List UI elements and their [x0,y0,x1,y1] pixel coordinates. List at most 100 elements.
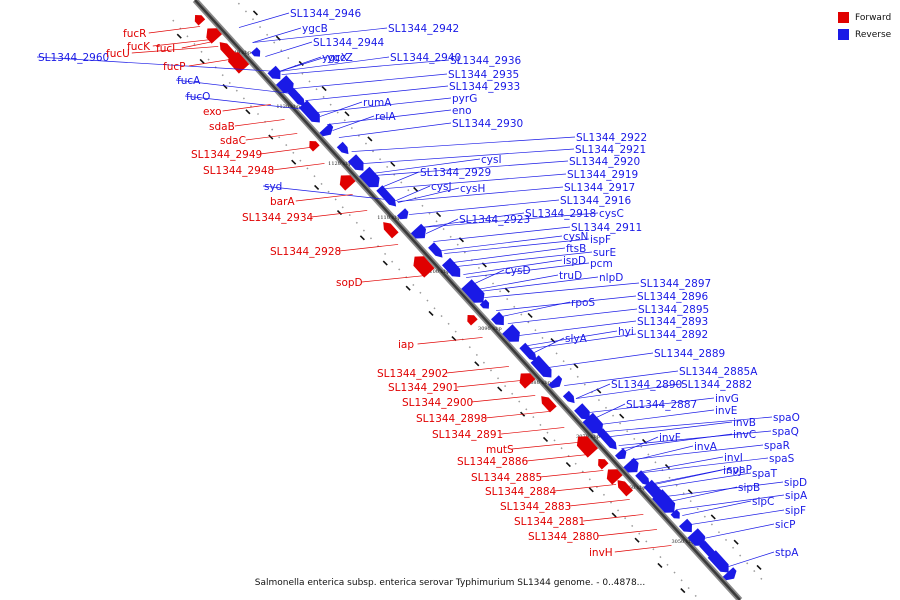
reverse-label-connector [507,308,638,324]
reverse-gene-label: sipF [785,505,806,517]
forward-swatch [838,12,849,23]
guide-tick [680,588,686,594]
guide-tick [344,111,350,117]
forward-label-connector [148,26,201,34]
reverse-label-connector [599,409,715,425]
forward-label-connector [554,484,617,492]
forward-gene-label: sopD [336,277,363,289]
reverse-gene-arrow [502,324,520,342]
reverse-gene-arrow [461,279,485,303]
reverse-label-connector [484,282,640,298]
reverse-gene-arrow [250,47,261,57]
map-caption: Salmonella enterica subsp. enterica sero… [254,578,646,588]
reverse-label-connector [642,456,724,472]
reverse-gene-arrow [359,166,380,188]
reverse-gene-label: fucO [186,91,210,103]
guide-tick [657,562,663,568]
reverse-gene-label: sicP [775,519,796,531]
reverse-gene-label: SL1344_2936 [450,55,522,67]
forward-label-connector [152,39,212,47]
forward-gene-label: iap [398,339,414,351]
forward-gene-label: exo [203,106,222,118]
reverse-label-connector [605,416,773,432]
reverse-gene-label: invI [724,452,743,464]
reverse-label-connector [478,276,599,292]
reverse-label-connector [281,59,450,75]
kbp-tick-label: 3060 kbp [622,485,646,491]
reverse-label-connector [527,330,618,346]
forward-gene-label: SL1344_2880 [528,531,599,543]
reverse-gene-label: spaQ [772,426,799,438]
reverse-label-connector [575,383,681,399]
forward-gene-label: SL1344_2902 [377,368,448,380]
reverse-gene-label: cysI [481,154,502,166]
reverse-gene-label: spaR [764,440,790,452]
reverse-gene-arrow [615,448,627,460]
guide-tick [504,287,510,293]
reverse-label-connector [319,101,363,117]
reverse-gene-label: cysH [460,183,485,195]
reverse-label-connector [653,468,727,484]
forward-gene-label: barA [270,196,295,208]
forward-label-connector [260,147,311,155]
reverse-gene-label: SL1344_2882 [681,379,752,391]
reverse-gene-label: invG [715,393,739,405]
forward-label-connector [511,442,578,450]
reverse-label-connector [184,95,315,111]
reverse-label-connector [262,185,397,201]
reverse-label-connector [265,41,313,57]
reverse-gene-label: SL1344_2889 [654,348,725,360]
reverse-label-connector [632,445,694,461]
reverse-gene-label: SL1344_2895 [638,304,709,316]
forward-label-connector [540,470,604,478]
reverse-label-connector [463,259,563,275]
reverse-gene-label: SL1344_2946 [290,8,362,20]
guide-tick [222,84,228,90]
kbp-tick-label: 3090 kbp [478,326,502,332]
guide-tick [245,109,251,115]
forward-label-connector [181,41,214,49]
legend-forward-label: Forward [855,12,892,23]
reverse-label-connector [456,251,593,267]
reverse-gene-arrow [519,342,537,361]
reverse-label-connector [425,218,459,234]
reverse-gene-arrow [623,457,639,473]
forward-gene-label: fucP [163,61,185,73]
reverse-gene-arrow [530,355,552,378]
reverse-label-connector [621,433,733,449]
reverse-gene-label: spaT [752,468,778,480]
forward-gene-label: SL1344_2928 [270,246,341,258]
kbp-tick-label: 3050 kbp [672,539,696,545]
reverse-label-connector [351,136,576,152]
reverse-label-connector [444,238,590,254]
reverse-label-connector [593,403,626,419]
reverse-gene-label: SL1344_2935 [448,69,519,81]
guide-tick [710,514,716,520]
forward-gene-arrow [598,459,609,470]
forward-gene-arrow [339,175,356,191]
reverse-label-connector [623,436,659,452]
forward-gene-label: fucU [106,48,130,60]
reverse-gene-arrow [597,428,617,450]
reverse-gene-label: SL1344_2896 [637,291,709,303]
reverse-label-connector [332,115,375,131]
forward-label-connector [339,244,399,252]
forward-label-connector [188,59,231,67]
guide-tick [314,184,320,190]
reverse-label-connector [327,109,452,125]
reverse-label-connector [420,212,525,228]
legend-reverse: Reverse [838,26,891,43]
forward-gene-label: SL1344_2901 [388,382,459,394]
reverse-label-connector [420,212,599,228]
forward-gene-label: SL1344_2948 [203,165,274,177]
forward-label-connector [614,545,672,553]
reverse-gene-label: SL1344_2944 [313,37,385,49]
guide-tick [298,60,304,66]
guide-tick [252,10,259,16]
reverse-gene-arrow [276,75,294,93]
reverse-label-connector [397,187,460,203]
forward-label-connector [446,366,509,374]
forward-label-connector [361,275,427,283]
forward-label-connector [485,411,550,419]
reverse-label-connector [466,262,590,278]
